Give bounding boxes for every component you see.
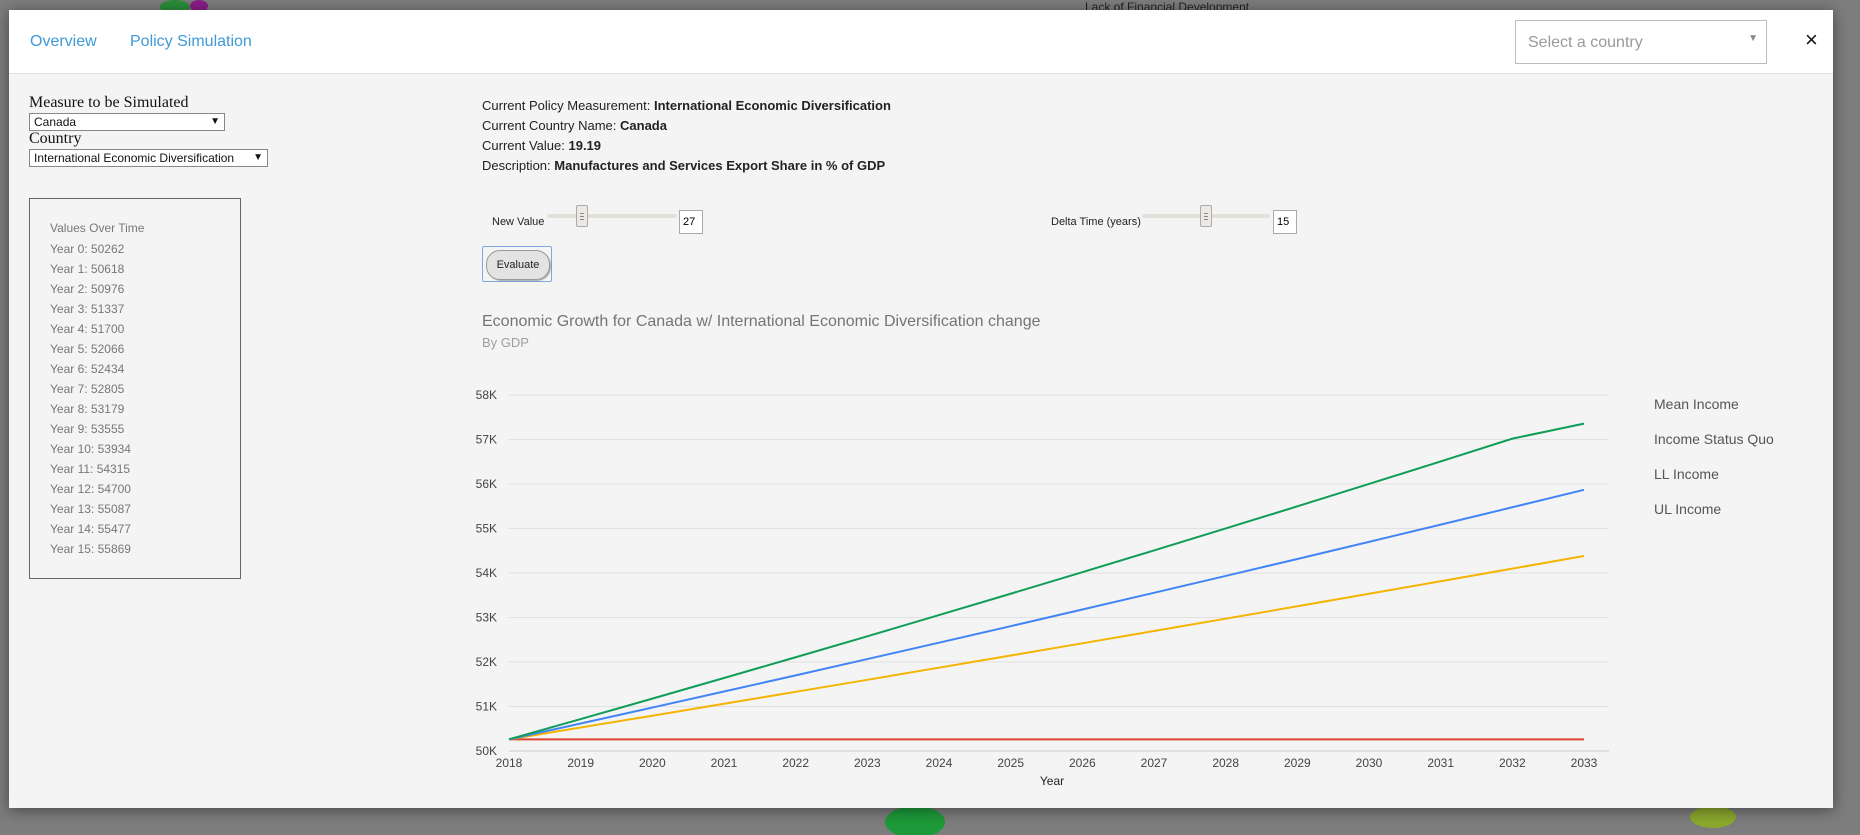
x-tick-label: 2027 [1141,756,1168,770]
info-description: Description: Manufactures and Services E… [482,158,885,173]
legend-item: Income Status Quo [1654,431,1774,447]
policy-simulation-modal: Overview Policy Simulation Select a coun… [9,10,1833,808]
list-item: Year 10: 53934 [50,442,131,456]
delta-time-input[interactable]: 15 [1273,210,1297,234]
legend-item: UL Income [1654,501,1721,517]
x-tick-label: 2031 [1427,756,1454,770]
y-tick-label: 56K [476,477,497,491]
y-tick-label: 58K [476,388,497,402]
x-tick-label: 2033 [1571,756,1598,770]
country-dropdown-value: International Economic Diversification [34,151,235,165]
list-item: Year 12: 54700 [50,482,131,496]
list-item: Year 1: 50618 [50,262,125,276]
x-tick-label: 2019 [567,756,594,770]
info-value-label: Current Value: [482,138,565,153]
list-item: Year 9: 53555 [50,422,125,436]
list-item: Year 6: 52434 [50,362,125,376]
x-tick-label: 2032 [1499,756,1526,770]
y-tick-label: 55K [476,522,497,536]
new-value-slider-handle[interactable] [576,205,589,227]
values-title: Values Over Time [50,221,145,235]
x-tick-label: 2023 [854,756,881,770]
list-item: Year 0: 50262 [50,242,125,256]
list-item: Year 14: 55477 [50,522,131,536]
x-tick-label: 2018 [496,756,523,770]
modal-header: Overview Policy Simulation Select a coun… [9,10,1833,74]
y-tick-label: 50K [476,744,497,758]
economic-growth-chart: Economic Growth for Canada w/ Internatio… [476,313,1774,788]
tab-overview[interactable]: Overview [30,33,97,50]
series-line-mean-income [508,488,1585,741]
values-over-time-panel: Values Over Time Year 0: 50262 Year 1: 5… [29,198,241,579]
list-item: Year 8: 53179 [50,402,125,416]
list-item: Year 15: 55869 [50,542,131,556]
y-tick-label: 57K [476,433,497,447]
measure-select[interactable]: Canada ▼ [29,113,225,131]
list-item: Year 2: 50976 [50,282,125,296]
country-dropdown[interactable]: International Economic Diversification ▼ [29,149,268,167]
measure-label: Measure to be Simulated [29,94,189,111]
x-tick-label: 2025 [997,756,1024,770]
info-country-label: Current Country Name: [482,118,617,133]
legend-item: LL Income [1654,466,1719,482]
x-tick-label: 2029 [1284,756,1311,770]
info-country: Current Country Name: Canada [482,118,667,133]
new-value-label: New Value [492,216,545,228]
x-tick-label: 2020 [639,756,666,770]
list-item: Year 7: 52805 [50,382,125,396]
chevron-down-icon: ▼ [1748,33,1758,44]
info-description-label: Description: [482,158,551,173]
x-tick-label: 2030 [1356,756,1383,770]
x-tick-label: 2026 [1069,756,1096,770]
country-select-placeholder: Select a country [1528,34,1643,51]
country-select[interactable]: Select a country ▼ [1515,20,1767,64]
list-item: Year 13: 55087 [50,502,131,516]
info-value-value: 19.19 [568,138,602,153]
info-policy-value: International Economic Diversification [653,98,891,113]
chart-subtitle: By GDP [482,335,529,350]
y-tick-label: 51K [476,700,497,714]
delta-time-label: Delta Time (years) [1051,216,1141,228]
info-value: Current Value: 19.19 [482,138,601,153]
new-value-input[interactable]: 27 [679,210,703,234]
x-tick-label: 2022 [782,756,809,770]
info-description-value: Manufactures and Services Export Share i… [554,158,886,173]
series-line-ll-income [508,554,1585,741]
x-axis-title: Year [1040,774,1064,788]
backdrop-map-shape [885,806,945,835]
backdrop-map-shape [1690,806,1736,828]
values-list: Year 0: 50262 Year 1: 50618 Year 2: 5097… [50,239,131,559]
legend-item: Mean Income [1654,396,1739,412]
list-item: Year 11: 54315 [50,462,131,476]
y-tick-label: 52K [476,655,497,669]
x-tick-label: 2021 [711,756,738,770]
chevron-down-icon: ▼ [210,116,220,127]
evaluate-label: Evaluate [486,250,550,280]
info-policy: Current Policy Measurement: Internationa… [482,98,891,113]
tab-policy-simulation[interactable]: Policy Simulation [130,33,252,50]
measure-select-value: Canada [34,115,77,129]
chart-title: Economic Growth for Canada w/ Internatio… [482,313,1041,330]
backdrop-map-shape [190,0,208,12]
country-label: Country [29,130,82,147]
info-policy-label: Current Policy Measurement: [482,98,651,113]
chevron-down-icon: ▼ [253,152,263,163]
series-line-ul-income [508,422,1585,741]
y-tick-label: 54K [476,566,497,580]
info-country-value: Canada [620,118,667,133]
x-tick-label: 2024 [926,756,953,770]
list-item: Year 3: 51337 [50,302,125,316]
evaluate-button[interactable]: Evaluate [482,246,552,282]
list-item: Year 5: 52066 [50,342,125,356]
new-value-slider[interactable] [547,214,677,218]
y-tick-label: 53K [476,611,497,625]
list-item: Year 4: 51700 [50,322,125,336]
x-tick-label: 2028 [1212,756,1239,770]
delta-time-slider-handle[interactable] [1200,205,1212,227]
close-button[interactable]: × [1805,27,1818,52]
